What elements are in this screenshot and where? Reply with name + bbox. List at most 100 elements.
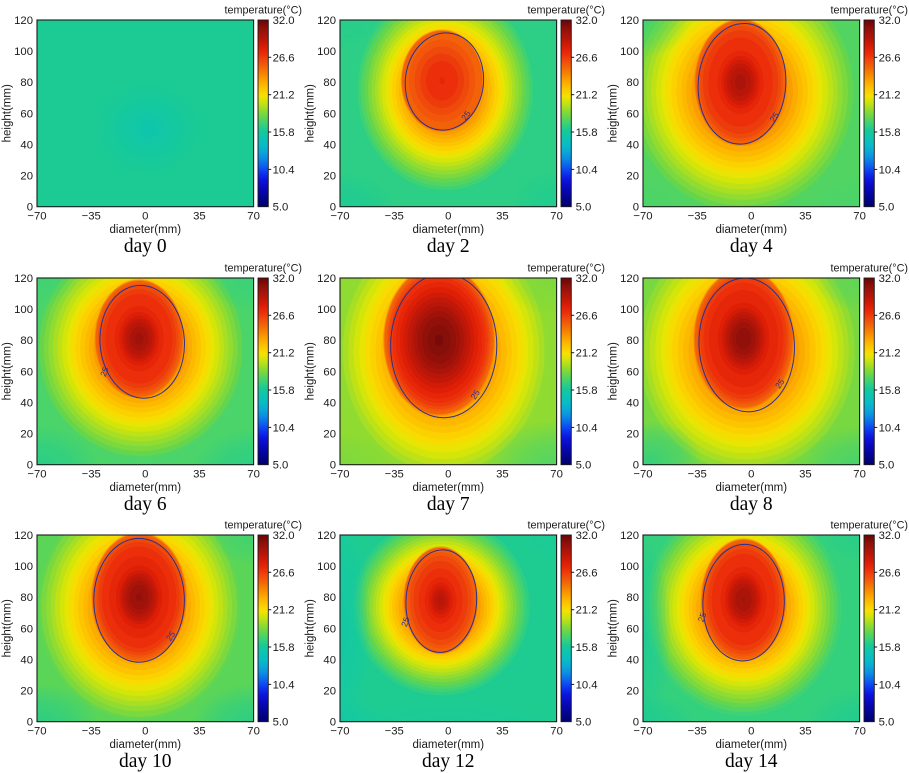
svg-text:20: 20 bbox=[20, 428, 33, 440]
svg-text:5.0: 5.0 bbox=[576, 717, 592, 729]
svg-text:80: 80 bbox=[323, 77, 336, 89]
svg-text:10.4: 10.4 bbox=[273, 164, 295, 176]
svg-text:0: 0 bbox=[27, 717, 33, 729]
svg-text:height(mm): height(mm) bbox=[2, 599, 14, 657]
svg-text:80: 80 bbox=[20, 592, 33, 604]
svg-text:temperature(°C): temperature(°C) bbox=[830, 520, 908, 532]
svg-text:32.0: 32.0 bbox=[273, 530, 295, 542]
svg-text:32.0: 32.0 bbox=[879, 273, 901, 285]
svg-text:10.4: 10.4 bbox=[879, 422, 901, 434]
svg-text:−35: −35 bbox=[82, 726, 101, 738]
svg-text:26.6: 26.6 bbox=[879, 52, 901, 64]
svg-text:height(mm): height(mm) bbox=[2, 84, 14, 142]
svg-text:0: 0 bbox=[633, 459, 639, 471]
svg-text:60: 60 bbox=[20, 108, 33, 120]
svg-text:0: 0 bbox=[142, 726, 148, 738]
svg-text:−70: −70 bbox=[330, 211, 349, 223]
svg-text:15.8: 15.8 bbox=[273, 385, 295, 397]
svg-text:70: 70 bbox=[853, 468, 866, 480]
svg-text:60: 60 bbox=[323, 108, 336, 120]
svg-text:26.6: 26.6 bbox=[273, 310, 295, 322]
svg-text:0: 0 bbox=[748, 468, 754, 480]
svg-text:40: 40 bbox=[626, 655, 639, 667]
svg-text:35: 35 bbox=[496, 211, 509, 223]
svg-text:temperature(°C): temperature(°C) bbox=[830, 5, 908, 17]
svg-text:temperature(°C): temperature(°C) bbox=[527, 5, 605, 17]
svg-text:80: 80 bbox=[20, 335, 33, 347]
svg-text:day 6: day 6 bbox=[124, 494, 167, 515]
svg-text:diameter(mm): diameter(mm) bbox=[716, 739, 788, 751]
svg-text:15.8: 15.8 bbox=[879, 127, 901, 139]
svg-text:20: 20 bbox=[323, 686, 336, 698]
svg-text:15.8: 15.8 bbox=[273, 127, 295, 139]
svg-text:32.0: 32.0 bbox=[879, 530, 901, 542]
svg-text:−70: −70 bbox=[330, 468, 349, 480]
svg-text:15.8: 15.8 bbox=[879, 385, 901, 397]
svg-text:100: 100 bbox=[620, 561, 639, 573]
svg-text:25: 25 bbox=[98, 365, 111, 378]
svg-text:35: 35 bbox=[193, 468, 206, 480]
svg-text:40: 40 bbox=[323, 140, 336, 152]
svg-text:40: 40 bbox=[626, 397, 639, 409]
svg-text:35: 35 bbox=[799, 468, 812, 480]
svg-text:temperature(°C): temperature(°C) bbox=[527, 262, 605, 274]
svg-text:100: 100 bbox=[14, 46, 33, 58]
svg-text:0: 0 bbox=[330, 202, 336, 214]
svg-text:120: 120 bbox=[317, 530, 336, 542]
svg-text:26.6: 26.6 bbox=[273, 52, 295, 64]
svg-text:40: 40 bbox=[20, 655, 33, 667]
svg-text:32.0: 32.0 bbox=[273, 273, 295, 285]
svg-text:60: 60 bbox=[626, 624, 639, 636]
svg-text:diameter(mm): diameter(mm) bbox=[716, 482, 788, 494]
svg-text:5.0: 5.0 bbox=[879, 717, 895, 729]
svg-text:day 14: day 14 bbox=[725, 751, 778, 772]
svg-text:70: 70 bbox=[550, 726, 563, 738]
svg-text:day 12: day 12 bbox=[422, 751, 475, 772]
svg-text:26.6: 26.6 bbox=[576, 310, 598, 322]
svg-text:height(mm): height(mm) bbox=[305, 84, 317, 142]
svg-text:−70: −70 bbox=[633, 468, 652, 480]
svg-text:100: 100 bbox=[620, 46, 639, 58]
svg-text:15.8: 15.8 bbox=[576, 385, 598, 397]
svg-text:height(mm): height(mm) bbox=[305, 599, 317, 657]
svg-text:120: 120 bbox=[14, 273, 33, 285]
svg-text:20: 20 bbox=[626, 428, 639, 440]
svg-text:−35: −35 bbox=[688, 468, 707, 480]
svg-text:height(mm): height(mm) bbox=[2, 342, 14, 400]
svg-text:25: 25 bbox=[696, 611, 709, 624]
svg-text:0: 0 bbox=[445, 468, 451, 480]
svg-text:15.8: 15.8 bbox=[879, 642, 901, 654]
svg-text:70: 70 bbox=[550, 211, 563, 223]
svg-text:5.0: 5.0 bbox=[273, 202, 289, 214]
svg-text:35: 35 bbox=[799, 726, 812, 738]
svg-text:32.0: 32.0 bbox=[576, 530, 598, 542]
svg-text:21.2: 21.2 bbox=[273, 347, 295, 359]
svg-text:day 8: day 8 bbox=[730, 494, 773, 515]
svg-text:35: 35 bbox=[496, 726, 509, 738]
svg-text:26.6: 26.6 bbox=[576, 52, 598, 64]
svg-text:70: 70 bbox=[247, 726, 260, 738]
svg-text:−35: −35 bbox=[385, 211, 404, 223]
svg-text:15.8: 15.8 bbox=[576, 642, 598, 654]
svg-text:80: 80 bbox=[20, 77, 33, 89]
svg-text:diameter(mm): diameter(mm) bbox=[110, 224, 182, 236]
svg-text:diameter(mm): diameter(mm) bbox=[716, 224, 788, 236]
svg-text:0: 0 bbox=[27, 202, 33, 214]
svg-text:0: 0 bbox=[445, 211, 451, 223]
svg-text:35: 35 bbox=[799, 211, 812, 223]
svg-text:0: 0 bbox=[330, 717, 336, 729]
svg-text:35: 35 bbox=[193, 211, 206, 223]
svg-text:21.2: 21.2 bbox=[879, 90, 901, 102]
svg-text:10.4: 10.4 bbox=[576, 422, 598, 434]
svg-text:40: 40 bbox=[20, 397, 33, 409]
svg-text:10.4: 10.4 bbox=[273, 422, 295, 434]
svg-text:120: 120 bbox=[317, 15, 336, 27]
svg-text:120: 120 bbox=[620, 530, 639, 542]
svg-text:10.4: 10.4 bbox=[879, 680, 901, 692]
svg-text:70: 70 bbox=[853, 726, 866, 738]
svg-text:temperature(°C): temperature(°C) bbox=[224, 5, 302, 17]
svg-text:0: 0 bbox=[633, 717, 639, 729]
svg-text:−35: −35 bbox=[82, 211, 101, 223]
svg-text:120: 120 bbox=[620, 273, 639, 285]
svg-text:day 7: day 7 bbox=[427, 494, 470, 515]
